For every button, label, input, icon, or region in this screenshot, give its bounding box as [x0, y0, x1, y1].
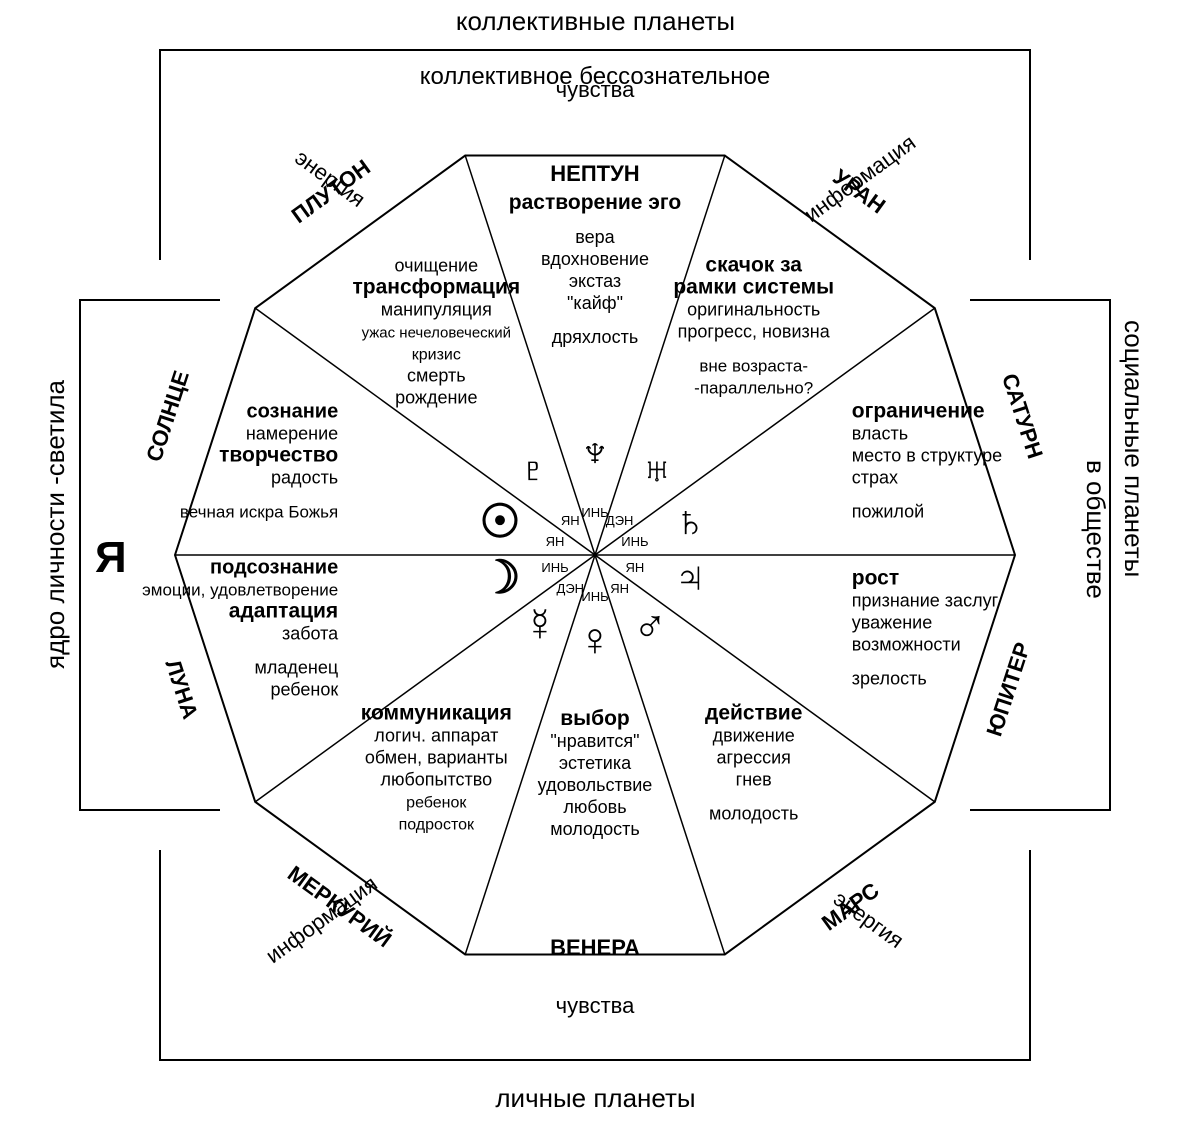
sector-pluto-line: очищение: [394, 256, 478, 276]
sector-moon-line: эмоции, удовлетворение: [142, 580, 338, 599]
sector-pluto-line: ужас нечеловеческий: [362, 325, 511, 342]
sector-uranus-line: скачок за: [705, 254, 802, 277]
label-top-outer: коллективные планеты: [0, 6, 1191, 37]
sector-jupiter-line: зрелость: [852, 668, 927, 688]
sector-pluto-line: трансформация: [352, 276, 520, 299]
sector-mercury-line: любопытство: [380, 769, 492, 789]
sector-saturn-line: власть: [852, 424, 908, 444]
sector-mars-line: действие: [705, 701, 802, 724]
label-right-b: в обществе: [1080, 460, 1111, 599]
glyph-mars: ♂: [633, 598, 668, 650]
sector-sun-line: творчество: [219, 444, 338, 467]
sector-moon-line: младенец: [255, 657, 339, 677]
sector-mars-line: агрессия: [716, 747, 790, 767]
glyph-sun: ☉: [479, 495, 520, 547]
sector-jupiter-line: уважение: [852, 612, 932, 632]
sector-uranus-line: рамки системы: [673, 276, 834, 299]
sector-neptune-line: "кайф": [567, 293, 623, 313]
polarity-mars: ЯН: [610, 581, 629, 596]
sector-moon-line: ребенок: [270, 679, 338, 699]
sector-venus-line: "нравится": [550, 731, 639, 751]
sector-pluto-line: рождение: [395, 388, 477, 408]
sector-sun-line: намерение: [246, 424, 338, 444]
sector-neptune-line: дряхлость: [552, 327, 638, 347]
polarity-uranus: ДЭН: [606, 513, 634, 528]
planet-name: НЕПТУН: [550, 161, 639, 186]
sector-neptune-line: вдохновение: [541, 249, 649, 269]
sector-mars-line: гнев: [736, 769, 772, 789]
sector-venus-line: удовольствие: [538, 775, 653, 795]
label-right-a: социальные планеты: [1118, 320, 1149, 577]
sector-venus-line: молодость: [550, 819, 639, 839]
polarity-neptune: ИНЬ: [581, 505, 608, 520]
sector-neptune-line: растворение эго: [509, 191, 681, 214]
sector-jupiter-line: рост: [852, 566, 899, 589]
edge-label: чувства: [556, 77, 635, 102]
sector-saturn-line: ограничение: [852, 400, 985, 423]
sector-pluto-line: смерть: [407, 366, 466, 386]
glyph-saturn: ♄: [673, 495, 708, 547]
sector-uranus-line: оригинальность: [687, 300, 820, 320]
planet-name: ЮПИТЕР: [981, 639, 1035, 739]
label-bottom-outer: личные планеты: [0, 1083, 1191, 1114]
sector-sun-line: сознание: [246, 401, 338, 423]
sector-moon-line: адаптация: [229, 599, 338, 622]
sector-neptune-line: экстаз: [569, 271, 621, 291]
sector-mercury-line: обмен, варианты: [365, 747, 508, 767]
label-left-outer: ядро личности -светила: [40, 380, 71, 669]
glyph-neptune: ♆: [578, 425, 613, 477]
polarity-pluto: ЯН: [561, 513, 580, 528]
polarity-venus: ИНЬ: [581, 589, 608, 604]
sector-neptune-line: вера: [575, 227, 615, 247]
glyph-mercury: ☿: [523, 598, 558, 650]
sector-sun-line: радость: [271, 468, 338, 488]
sector-venus-line: выбор: [560, 707, 629, 730]
planet-name: ВЕНЕРА: [550, 935, 640, 960]
planet-name: САТУРН: [997, 370, 1048, 461]
polarity-saturn: ИНЬ: [621, 534, 648, 549]
sector-moon-line: подсознание: [210, 556, 338, 578]
polarity-sun: ЯН: [546, 534, 565, 549]
glyph-jupiter: ♃: [673, 551, 708, 603]
sector-uranus-line: вне возраста-: [699, 357, 808, 376]
sector-mercury-line: коммуникация: [361, 701, 512, 724]
sector-mercury-line: подросток: [399, 816, 475, 833]
glyph-uranus: ♅: [640, 443, 675, 495]
sector-pluto-line: кризис: [412, 347, 461, 364]
sector-mars-line: движение: [713, 725, 795, 745]
label-ya: Я: [95, 533, 127, 583]
sector-uranus-line: -параллельно?: [694, 379, 813, 398]
sector-venus-line: эстетика: [559, 753, 632, 773]
glyph-pluto: ♇: [516, 443, 551, 495]
glyph-venus: ♀: [578, 613, 613, 665]
sector-moon-line: забота: [282, 623, 339, 643]
diagram-stage: коллективные планеты личные планеты ядро…: [0, 0, 1191, 1124]
sector-sun-line: вечная искра Божья: [180, 503, 338, 522]
sector-uranus-line: прогресс, новизна: [678, 322, 831, 342]
planet-name: ЛУНА: [160, 656, 203, 722]
edge-label: чувства: [556, 993, 635, 1018]
sector-pluto-line: манипуляция: [381, 300, 492, 320]
polarity-jupiter: ЯН: [626, 560, 645, 575]
polarity-moon: ИНЬ: [541, 560, 568, 575]
sector-saturn-line: место в структуре: [852, 446, 1002, 466]
polarity-mercury: ДЭН: [557, 581, 585, 596]
sector-jupiter-line: возможности: [852, 634, 961, 654]
sector-saturn-line: пожилой: [852, 502, 924, 522]
sector-mars-line: молодость: [709, 803, 798, 823]
sector-venus-line: любовь: [563, 797, 626, 817]
sector-saturn-line: страх: [852, 468, 898, 488]
glyph-moon: ☽: [479, 551, 520, 603]
diagram-svg: коллективное бессознательноечувствачувст…: [0, 0, 1191, 1124]
planet-name: СОЛНЦЕ: [141, 368, 194, 465]
sector-mercury-line: логич. аппарат: [374, 725, 498, 745]
sector-jupiter-line: признание заслуг: [852, 590, 999, 610]
sector-mercury-line: ребенок: [406, 794, 467, 811]
